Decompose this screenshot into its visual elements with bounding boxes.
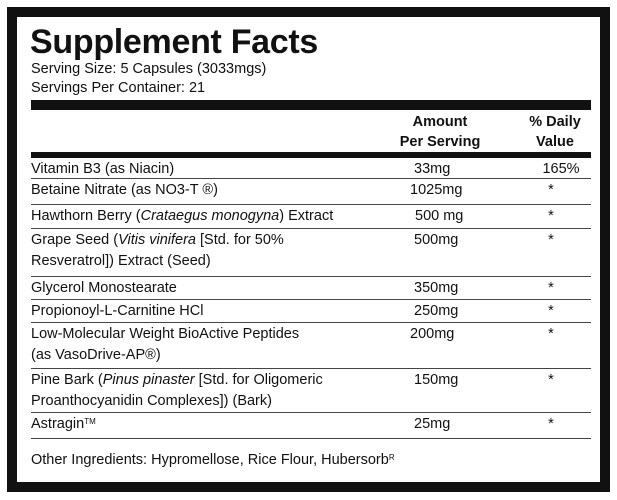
ingredient-amount: 500 mg	[415, 208, 464, 224]
ingredient-row: Glycerol Monostearate 350mg *	[31, 277, 591, 300]
ingredient-daily-value: *	[548, 326, 554, 342]
ingredient-name-part: Vitamin B3 (as Niacin)	[31, 161, 175, 177]
ingredient-name-part: Crataegus monogyna	[140, 208, 280, 224]
ingredient-name-part: Glycerol Monostearate	[31, 280, 177, 296]
ingredient-name: Vitamin B3 (as Niacin)	[31, 159, 174, 180]
ingredient-name-part: Resveratrol]) Extract (Seed)	[31, 252, 211, 269]
ingredient-row: Grape Seed (Vitis vinifera [Std. for 50%…	[31, 229, 591, 277]
ingredient-amount: 350mg	[414, 280, 459, 296]
ingredient-amount: 150mg	[414, 372, 459, 388]
ingredient-amount: 1025mg	[410, 182, 463, 198]
ingredient-name: Hawthorn Berry (Crataegus monogyna) Extr…	[31, 206, 333, 227]
ingredient-name-part: TM	[84, 417, 96, 426]
supplement-facts-panel	[7, 7, 610, 492]
ingredient-daily-value: 165%	[542, 161, 580, 177]
ingredient-amount: 500mg	[414, 232, 459, 248]
ingredient-row: Vitamin B3 (as Niacin) 33mg 165%	[31, 158, 591, 179]
ingredient-row: Low-Molecular Weight BioActive Peptides (…	[31, 323, 591, 369]
ingredient-name-part: Propionoyl-L-Carnitine HCl	[31, 303, 204, 319]
ingredient-row: Hawthorn Berry (Crataegus monogyna) Extr…	[31, 205, 591, 229]
ingredient-name-part: Pinus pinaster	[102, 372, 195, 388]
amount-header: Amount Per Serving	[380, 112, 500, 152]
amount-header-line2: Per Serving	[399, 134, 481, 150]
daily-value-header-line1: % Daily	[529, 114, 581, 130]
ingredient-name: Betaine Nitrate (as NO3-T ®)	[31, 180, 218, 201]
ingredient-name-part: ) Extract	[279, 208, 334, 224]
ingredient-name-part: (as VasoDrive-AP®)	[31, 346, 161, 363]
amount-header-line1: Amount	[412, 114, 468, 130]
other-ingredients-text: Other Ingredients: Hypromellose, Rice Fl…	[31, 452, 389, 468]
ingredient-name: Glycerol Monostearate	[31, 278, 177, 299]
ingredient-name-part: Hawthorn Berry (	[31, 208, 141, 224]
ingredient-amount: 200mg	[410, 326, 455, 342]
ingredient-name: Propionoyl-L-Carnitine HCl	[31, 301, 203, 322]
ingredient-name-part: [Std. for Oligomeric	[194, 372, 323, 388]
ingredient-daily-value: *	[548, 182, 554, 198]
daily-value-header: % Daily Value	[520, 112, 590, 152]
ingredient-row: Propionoyl-L-Carnitine HCl 250mg *	[31, 300, 591, 323]
thick-divider-header	[31, 152, 591, 158]
ingredient-name-part: Pine Bark (	[31, 372, 103, 388]
ingredient-daily-value: *	[548, 280, 554, 296]
ingredient-name-part: Proanthocyanidin Complexes]) (Bark)	[31, 392, 272, 409]
ingredient-amount: 25mg	[414, 416, 451, 432]
ingredient-name: Low-Molecular Weight BioActive Peptides (…	[31, 324, 299, 365]
ingredient-daily-value: *	[548, 303, 554, 319]
registered-mark: R	[388, 453, 395, 462]
serving-size: Serving Size: 5 Capsules (3033mgs)	[31, 61, 267, 77]
ingredient-row: Pine Bark (Pinus pinaster [Std. for Olig…	[31, 369, 591, 413]
thick-divider-top	[31, 100, 591, 110]
servings-per-container: Servings Per Container: 21	[31, 80, 206, 96]
ingredient-name-part: Low-Molecular Weight BioActive Peptides	[31, 326, 300, 342]
ingredient-name: Pine Bark (Pinus pinaster [Std. for Olig…	[31, 370, 323, 411]
ingredient-daily-value: *	[548, 372, 554, 388]
ingredient-daily-value: *	[548, 208, 554, 224]
ingredient-name-part: Betaine Nitrate (as NO3-T ®)	[31, 182, 218, 198]
other-ingredients: Other Ingredients: Hypromellose, Rice Fl…	[31, 450, 395, 470]
ingredient-name-part: Vitis vinifera	[118, 232, 196, 248]
ingredient-name: Grape Seed (Vitis vinifera [Std. for 50%…	[31, 230, 284, 271]
daily-value-header-line2: Value	[536, 134, 574, 150]
ingredient-name-part: Astragin	[31, 416, 85, 432]
panel-title: Supplement Facts	[30, 23, 319, 61]
ingredient-amount: 33mg	[414, 161, 451, 177]
ingredient-row: Betaine Nitrate (as NO3-T ®) 1025mg *	[31, 179, 591, 205]
ingredient-daily-value: *	[548, 416, 554, 432]
ingredient-row: AstraginTM 25mg *	[31, 413, 591, 439]
ingredient-name-part: [Std. for 50%	[195, 232, 284, 248]
ingredient-daily-value: *	[548, 232, 554, 248]
ingredient-name: AstraginTM	[31, 414, 96, 435]
ingredient-name-part: Grape Seed (	[31, 232, 119, 248]
ingredient-amount: 250mg	[414, 303, 459, 319]
